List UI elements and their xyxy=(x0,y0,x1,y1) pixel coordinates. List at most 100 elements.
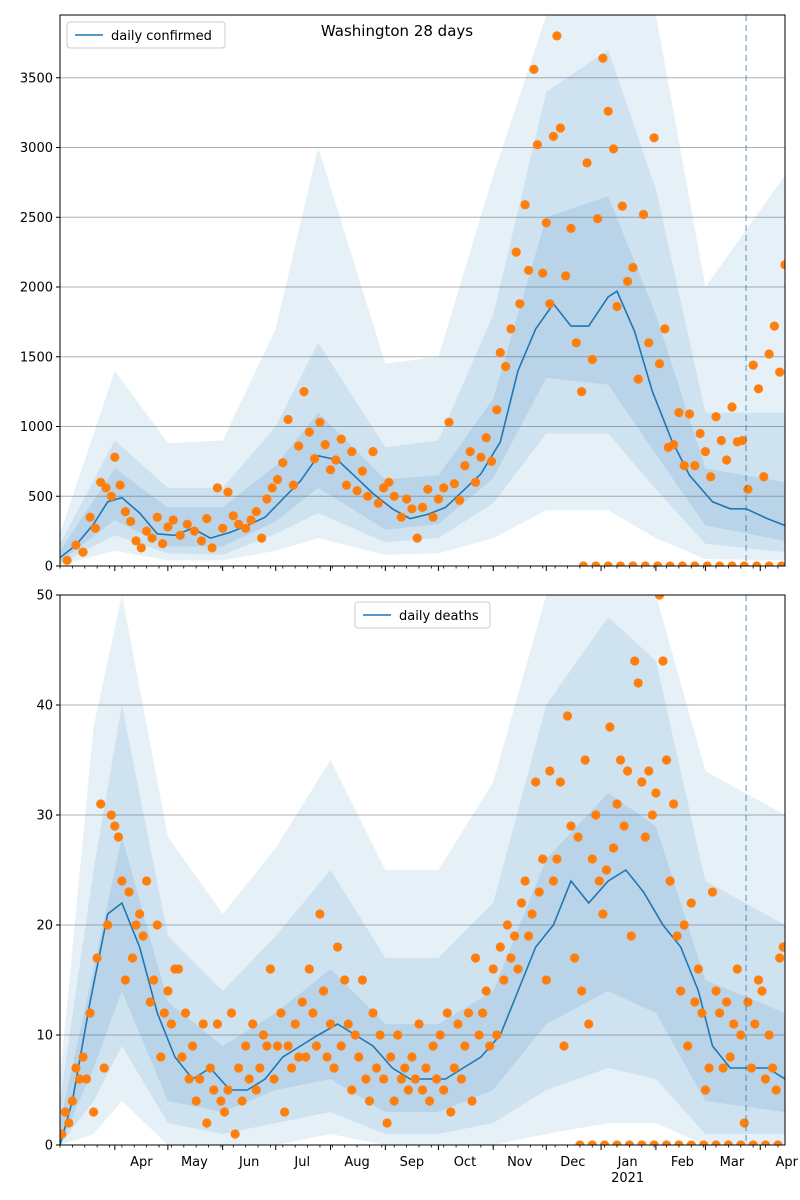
data-point xyxy=(640,561,650,566)
data-point xyxy=(486,456,497,466)
data-point xyxy=(71,540,81,550)
data-point xyxy=(520,876,530,886)
data-point xyxy=(189,526,199,536)
data-point xyxy=(85,512,95,522)
data-point xyxy=(753,975,764,985)
data-point xyxy=(467,1096,477,1106)
uncertainty-band-middle xyxy=(60,617,785,1145)
data-point xyxy=(81,1074,92,1084)
data-point xyxy=(283,1041,293,1051)
legend: daily deaths xyxy=(354,601,491,629)
data-point xyxy=(665,561,675,566)
data-point xyxy=(584,1019,594,1029)
data-point xyxy=(524,931,534,941)
data-point xyxy=(368,1008,378,1018)
data-point xyxy=(90,523,100,533)
data-point xyxy=(690,461,700,471)
data-point xyxy=(465,447,475,457)
data-point xyxy=(578,561,588,566)
data-point xyxy=(669,440,679,450)
data-point xyxy=(251,507,261,517)
data-point xyxy=(506,953,516,963)
data-point xyxy=(442,1008,452,1018)
data-point xyxy=(760,1074,771,1084)
data-point xyxy=(120,975,130,985)
data-point xyxy=(640,832,650,842)
legend-box xyxy=(354,601,491,629)
data-point xyxy=(515,299,525,309)
uncertainty-band-outer xyxy=(60,15,785,566)
data-point xyxy=(619,821,629,831)
data-point xyxy=(750,1019,760,1029)
data-point xyxy=(674,408,684,418)
data-point xyxy=(375,1030,385,1040)
data-point xyxy=(778,942,785,952)
data-point xyxy=(127,953,138,963)
data-point xyxy=(661,1140,672,1145)
data-point xyxy=(363,491,373,501)
data-point xyxy=(85,1008,95,1018)
data-point xyxy=(78,1052,88,1062)
data-point xyxy=(136,543,146,553)
data-point xyxy=(428,512,438,522)
data-point xyxy=(753,384,764,394)
data-point xyxy=(412,533,422,543)
data-point xyxy=(205,1063,215,1073)
y-tick-label: 50 xyxy=(36,589,53,604)
data-point xyxy=(110,452,120,462)
data-point xyxy=(244,1074,254,1084)
data-point xyxy=(644,766,654,776)
data-point xyxy=(258,1030,268,1040)
data-point xyxy=(548,876,559,886)
data-point xyxy=(615,755,626,765)
data-point xyxy=(577,986,587,996)
data-point xyxy=(665,876,675,886)
data-point xyxy=(212,483,222,493)
data-point xyxy=(559,1041,569,1051)
data-point xyxy=(168,515,178,525)
data-point xyxy=(476,452,486,462)
data-point xyxy=(676,986,686,996)
data-point xyxy=(653,561,663,566)
data-point xyxy=(357,975,367,985)
data-point xyxy=(532,140,543,150)
data-point xyxy=(371,1063,382,1073)
data-point xyxy=(299,387,309,397)
data-point xyxy=(173,964,184,974)
data-point xyxy=(743,484,753,494)
data-point xyxy=(502,920,512,930)
data-point xyxy=(706,472,716,482)
y-tick-label: 3500 xyxy=(20,71,53,86)
data-point xyxy=(71,1063,81,1073)
data-point xyxy=(410,1074,420,1084)
data-point xyxy=(158,539,168,549)
data-point xyxy=(773,1140,783,1145)
data-point xyxy=(417,1085,428,1095)
data-point xyxy=(384,477,394,487)
y-tick-label: 1500 xyxy=(20,350,53,365)
data-point xyxy=(654,359,665,369)
data-point xyxy=(637,777,647,787)
data-point xyxy=(246,515,256,525)
data-point xyxy=(481,433,491,443)
y-tick-label: 2000 xyxy=(20,281,53,296)
data-point xyxy=(566,821,576,831)
data-point xyxy=(278,458,288,468)
data-point xyxy=(520,200,530,210)
data-point xyxy=(212,1019,222,1029)
data-point xyxy=(209,1085,219,1095)
data-point xyxy=(715,1008,725,1018)
data-point xyxy=(598,909,608,919)
figure-title: Washington 28 days xyxy=(321,22,473,40)
data-point xyxy=(322,1052,332,1062)
data-point xyxy=(318,986,329,996)
data-point xyxy=(716,435,726,446)
data-point xyxy=(679,920,689,930)
data-point xyxy=(147,533,157,543)
data-point xyxy=(562,711,573,721)
y-tick-label: 0 xyxy=(45,560,53,575)
data-point xyxy=(633,678,643,688)
data-point xyxy=(548,131,559,141)
data-point xyxy=(727,402,737,412)
data-point xyxy=(605,722,615,732)
